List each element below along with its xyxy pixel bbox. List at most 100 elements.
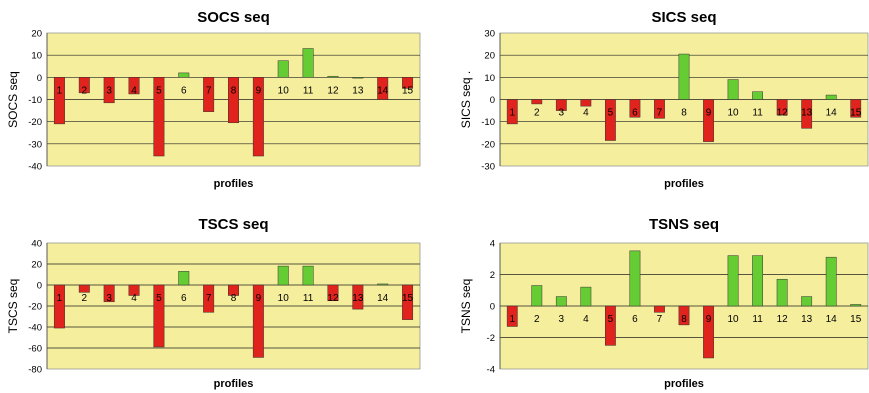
bar [228,77,239,124]
bar [825,256,837,307]
x-tick-label: 12 [327,293,339,304]
x-tick-label: 13 [352,293,364,304]
chart-title: SICS seq [651,9,716,26]
x-tick-label: 14 [826,108,838,119]
bar [277,60,289,78]
bar [629,250,641,307]
y-tick-label: 0 [490,302,495,313]
x-tick-label: 8 [681,108,687,119]
bar [850,304,862,307]
bar [678,53,690,100]
x-tick-label: 2 [534,314,540,325]
x-tick-label: 10 [728,314,740,325]
x-tick-label: 7 [206,85,212,96]
x-axis-label: profiles [214,178,254,190]
x-tick-label: 4 [131,85,137,96]
x-tick-label: 9 [256,293,262,304]
bar [153,284,165,348]
x-tick-label: 15 [850,314,862,325]
y-axis-label: TSNS seq [459,279,473,334]
x-tick-label: 5 [608,314,614,325]
x-axis-label: profiles [664,378,704,390]
x-tick-label: 4 [583,108,589,119]
x-tick-label: 1 [509,108,515,119]
chart-title: SOCS seq [197,9,270,26]
x-tick-label: 10 [278,85,290,96]
y-tick-label: 10 [31,51,42,62]
bar [506,305,518,327]
x-tick-label: 5 [608,108,614,119]
x-tick-label: 3 [559,314,565,325]
x-tick-label: 2 [534,108,540,119]
y-tick-label: -10 [481,117,495,128]
bar [604,305,616,346]
x-tick-label: 6 [632,108,638,119]
bar [352,77,364,79]
bar [531,285,543,307]
x-tick-label: 2 [82,85,88,96]
bar [78,77,90,94]
x-tick-label: 3 [106,293,112,304]
bar [128,77,140,95]
bar [352,284,364,310]
y-tick-label: -20 [481,139,495,150]
bar [703,99,714,142]
bar [654,305,665,313]
x-tick-label: 8 [231,293,237,304]
x-tick-label: 12 [327,85,339,96]
y-tick-label: 10 [484,73,495,84]
bar [153,77,165,157]
x-tick-label: 8 [681,314,687,325]
x-tick-label: 9 [706,314,712,325]
chart-title: TSCS seq [198,216,268,233]
x-tick-label: 11 [752,108,763,119]
bar [302,265,314,286]
chart-sics-seq: SICS seq profiles SICS seq . 30 20 10 0 -10 -… [459,9,869,190]
bar [703,305,714,359]
y-tick-label: 4 [490,239,495,250]
x-tick-label: 11 [303,85,314,96]
x-tick-label: 15 [402,293,414,304]
x-tick-label: 15 [402,85,414,96]
y-tick-label: -20 [28,302,42,313]
bar [277,265,289,286]
bar [53,284,65,329]
bar [678,305,690,326]
bar [776,278,788,307]
bar [555,296,567,307]
bar [178,72,190,78]
x-tick-label: 13 [801,108,813,119]
bar [776,99,788,116]
x-tick-label: 11 [303,293,314,304]
bar [402,284,414,320]
y-tick-label: -40 [28,323,42,334]
x-tick-label: 4 [583,314,589,325]
x-tick-label: 12 [777,108,789,119]
x-tick-label: 5 [156,85,162,96]
x-tick-label: 6 [181,85,187,96]
x-tick-label: 9 [256,85,262,96]
bar [377,283,389,286]
bar [555,99,567,111]
y-axis-label: SOCS seq [6,71,20,128]
x-tick-label: 12 [777,314,789,325]
x-axis-label: profiles [664,178,704,190]
x-tick-label: 3 [106,85,112,96]
bar [103,77,115,104]
x-tick-label: 14 [377,293,389,304]
bar [850,99,862,118]
bar [327,75,339,78]
y-axis-label: SICS seq . [459,71,473,128]
bar [228,284,239,296]
x-tick-label: 15 [850,108,862,119]
x-tick-label: 2 [82,293,88,304]
x-tick-label: 6 [181,293,187,304]
bar [78,284,90,293]
x-tick-label: 7 [206,293,212,304]
y-axis-label: TSCS seq [6,279,20,334]
y-tick-label: 40 [31,239,42,250]
bar [402,77,414,89]
chart-title: TSNS seq [649,216,719,233]
y-tick-label: -60 [28,344,42,355]
x-tick-label: 7 [657,314,663,325]
